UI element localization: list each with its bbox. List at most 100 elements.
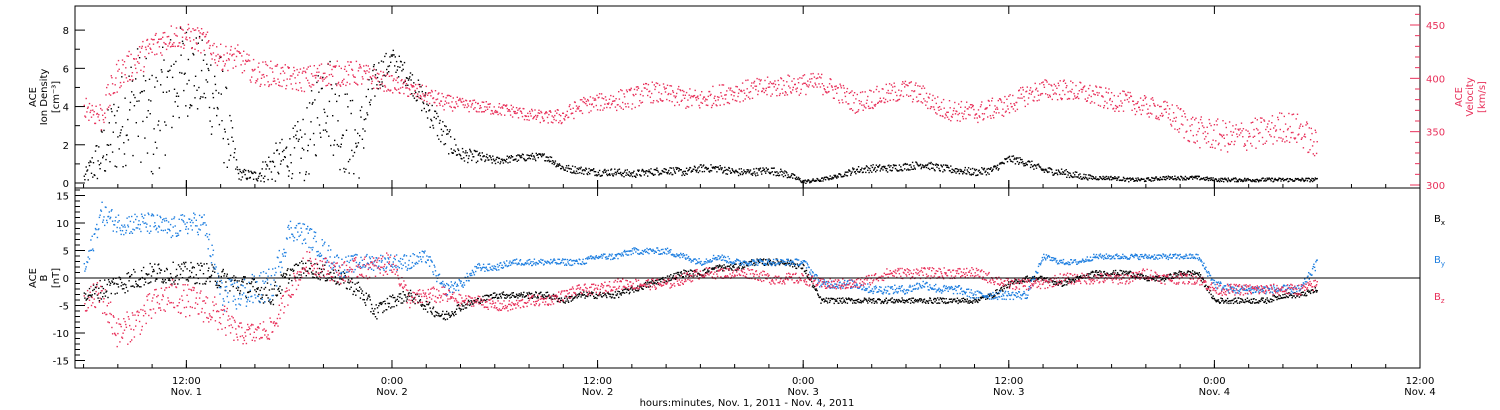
velocity-point [526, 119, 528, 121]
bx-point [322, 274, 325, 276]
density-point [440, 128, 443, 131]
velocity-point [368, 71, 370, 73]
density-point [114, 165, 116, 167]
density-point [1157, 178, 1160, 180]
velocity-point [164, 31, 166, 34]
velocity-point [369, 76, 371, 78]
density-point [555, 166, 557, 168]
velocity-point [1300, 123, 1302, 125]
velocity-point [1271, 122, 1273, 124]
bx-point [117, 286, 120, 288]
velocity-point [535, 118, 537, 120]
density-point [948, 167, 950, 169]
velocity-point [395, 89, 398, 91]
velocity-point [792, 86, 794, 89]
density-point [558, 163, 561, 165]
density-point [324, 129, 327, 131]
density-point [898, 164, 901, 166]
density-point [821, 177, 823, 179]
density-point [198, 35, 201, 38]
density-point [772, 174, 775, 176]
velocity-point [507, 110, 509, 112]
density-point [310, 90, 313, 92]
bx-point [579, 294, 581, 296]
velocity-point [1243, 145, 1245, 147]
density-point [575, 170, 578, 172]
density-point [1090, 177, 1092, 180]
velocity-point [1114, 110, 1116, 112]
bx-point [843, 299, 845, 301]
velocity-point [1008, 95, 1010, 97]
velocity-point [307, 79, 309, 82]
velocity-point [1310, 127, 1312, 130]
density-point [204, 97, 207, 99]
velocity-point [306, 68, 308, 70]
velocity-point [831, 86, 833, 88]
velocity-point [918, 93, 920, 95]
density-point [990, 167, 992, 169]
density-point [715, 166, 717, 168]
bx-point [128, 280, 130, 282]
velocity-point [577, 106, 579, 109]
velocity-point [415, 83, 417, 86]
velocity-point [735, 85, 737, 88]
bx-point [156, 278, 158, 280]
velocity-point [494, 111, 496, 113]
bx-point [547, 295, 549, 297]
bx-point [270, 303, 272, 305]
velocity-point [1249, 135, 1251, 138]
velocity-point [1039, 94, 1042, 96]
density-point [409, 72, 412, 74]
velocity-point [454, 107, 456, 109]
density-point [279, 142, 281, 144]
velocity-point [741, 82, 744, 84]
density-point [834, 176, 836, 178]
velocity-point [1029, 87, 1032, 89]
density-point [125, 164, 127, 167]
bx-point [165, 282, 167, 284]
bx-point [735, 263, 737, 265]
bx-point [277, 288, 279, 291]
density-point [434, 110, 437, 113]
bx-point [445, 313, 447, 315]
velocity-point [1149, 112, 1152, 114]
density-point [1314, 177, 1316, 179]
density-point [212, 96, 215, 99]
density-point [882, 169, 884, 171]
velocity-point [717, 99, 719, 101]
velocity-point [536, 116, 538, 118]
velocity-point [265, 63, 267, 66]
velocity-point [1299, 125, 1301, 127]
density-point [1150, 180, 1152, 182]
velocity-point [411, 85, 413, 87]
density-point [1108, 177, 1110, 180]
velocity-point [863, 104, 865, 106]
density-point [1178, 177, 1180, 180]
velocity-point [169, 46, 172, 48]
bx-point [106, 283, 108, 286]
bx-point [223, 273, 226, 275]
velocity-point [510, 104, 512, 107]
bx-point [564, 302, 566, 304]
velocity-point [575, 105, 578, 107]
velocity-point [905, 84, 907, 86]
velocity-point [734, 91, 736, 94]
velocity-point [834, 85, 836, 88]
velocity-point [1098, 92, 1100, 94]
velocity-point [115, 77, 117, 79]
density-point [386, 72, 389, 74]
bx-point [408, 292, 410, 294]
velocity-point [208, 47, 211, 49]
density-point [1001, 161, 1003, 164]
density-point [799, 180, 802, 182]
velocity-point [1165, 111, 1167, 113]
density-point [996, 166, 998, 169]
bx-point [252, 279, 255, 281]
velocity-point [1145, 96, 1147, 98]
velocity-point [943, 107, 945, 109]
bx-point [841, 302, 843, 304]
bx-point [635, 289, 637, 292]
density-point [995, 168, 997, 170]
density-point [172, 115, 174, 117]
velocity-point [605, 99, 607, 101]
